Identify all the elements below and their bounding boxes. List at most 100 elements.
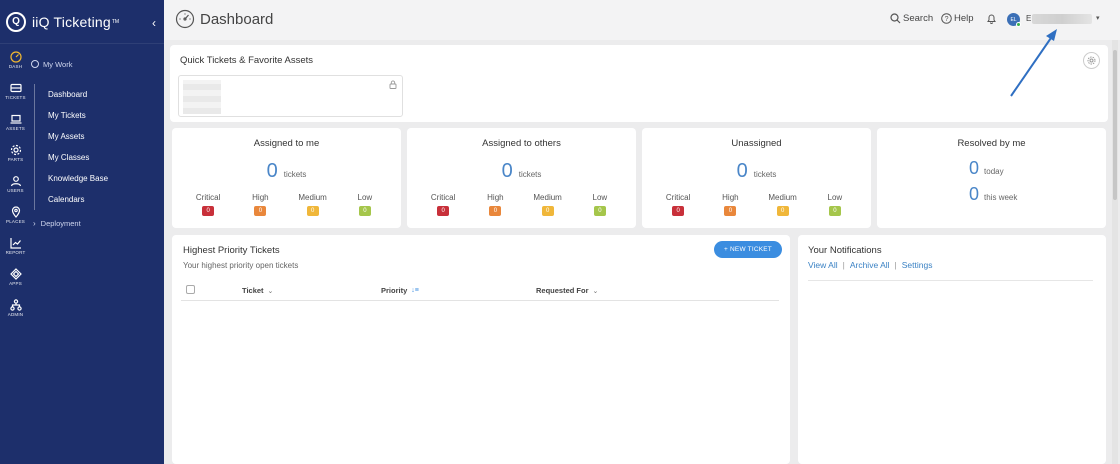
priority-badge: 0: [593, 206, 606, 216]
column-requested-for[interactable]: Requested For ⌄: [536, 286, 598, 295]
archive-all-link[interactable]: Archive All: [849, 260, 890, 270]
page-scrollbar[interactable]: [1112, 40, 1118, 464]
select-all-checkbox[interactable]: [186, 285, 195, 294]
menu-item-dashboard[interactable]: Dashboard: [48, 90, 88, 99]
rail-item-admin[interactable]: ADMIN: [0, 292, 31, 323]
stat-card-assigned-to-me[interactable]: Assigned to me 0 tickets Critical 0 High 0 …: [172, 128, 401, 228]
priority-row: Critical 0 High 0 Medium 0 Low 0: [407, 193, 636, 216]
rail-item-dash[interactable]: DASH: [0, 44, 31, 75]
avatar[interactable]: EL: [1007, 13, 1021, 27]
rail-label-users: USERS: [7, 187, 24, 193]
priority-medium[interactable]: Medium 0: [758, 193, 808, 216]
settings-gear-icon[interactable]: [1083, 52, 1100, 69]
new-ticket-button[interactable]: + NEW TICKET: [714, 241, 782, 258]
priority-badge: 0: [489, 206, 502, 216]
rail-label-assets: ASSETS: [6, 125, 25, 131]
rail-item-tickets[interactable]: TICKETS: [0, 75, 31, 106]
menu-group-deployment-label: Deployment: [40, 219, 81, 228]
rail-label-places: PLACES: [6, 218, 25, 224]
icon-rail: DASH TICKETS ASSETS PARTS USERS PLACES R…: [0, 44, 31, 323]
favorite-asset-tile[interactable]: [178, 75, 403, 117]
priority-badge: 0: [776, 206, 789, 216]
dashboard-icon: [175, 9, 195, 29]
stat-count-unit: tickets: [753, 170, 777, 179]
user-name-redacted[interactable]: [1032, 14, 1092, 24]
table-header: Ticket ⌄ Priority ↓≡ Requested For ⌄: [181, 283, 779, 301]
stat-count: 0 tickets: [407, 160, 636, 183]
priority-badge: 0: [672, 206, 685, 216]
tickets-icon: [9, 83, 22, 92]
column-priority-label: Priority: [381, 286, 408, 295]
resolved-week: 0 this week: [969, 184, 1017, 205]
resolved-today-count: 0: [969, 158, 980, 178]
resolved-today: 0 today: [969, 158, 1004, 179]
menu-item-my-assets[interactable]: My Assets: [48, 132, 85, 141]
chevron-down-icon: ⌄: [592, 287, 599, 295]
priority-high[interactable]: High 0: [705, 193, 755, 216]
rail-item-users[interactable]: USERS: [0, 168, 31, 199]
priority-low[interactable]: Low 0: [810, 193, 860, 216]
menu-item-my-tickets[interactable]: My Tickets: [48, 111, 86, 120]
my-work-icon: [31, 60, 39, 68]
priority-badge: 0: [358, 206, 371, 216]
menu-item-calendars[interactable]: Calendars: [48, 195, 85, 204]
priority-low[interactable]: Low 0: [340, 193, 390, 216]
priority-critical[interactable]: Critical 0: [653, 193, 703, 216]
rail-item-assets[interactable]: ASSETS: [0, 106, 31, 137]
caret-down-icon[interactable]: ▾: [1096, 15, 1100, 22]
column-requested-for-label: Requested For: [536, 286, 589, 295]
rail-label-dash: DASH: [8, 63, 23, 69]
priority-high[interactable]: High 0: [470, 193, 520, 216]
column-priority[interactable]: Priority ↓≡: [381, 286, 419, 295]
search-icon: [890, 13, 901, 24]
bell-icon[interactable]: [986, 13, 997, 24]
rail-item-apps[interactable]: APPS: [0, 261, 31, 292]
priority-critical[interactable]: Critical 0: [183, 193, 233, 216]
collapse-sidebar-icon[interactable]: ‹: [152, 16, 156, 30]
chevron-right-icon: ›: [33, 219, 36, 228]
rail-item-report[interactable]: REPORT: [0, 230, 31, 261]
help-label: Help: [954, 13, 974, 24]
stat-title: Assigned to others: [482, 138, 561, 149]
user-name-initial[interactable]: E: [1026, 14, 1032, 23]
column-ticket[interactable]: Ticket ⌄: [242, 286, 273, 295]
scrollbar-thumb[interactable]: [1113, 50, 1117, 200]
menu-group-deployment[interactable]: › Deployment: [31, 219, 164, 228]
stat-title: Assigned to me: [253, 138, 320, 149]
stat-card-resolved-by-me[interactable]: Resolved by me 0 today 0 this week: [877, 128, 1106, 228]
priority-label: Critical: [195, 193, 221, 202]
gear-icon: [10, 144, 21, 155]
menu-group-my-work[interactable]: My Work: [31, 44, 164, 84]
priority-label: Critical: [665, 193, 691, 202]
menu-item-knowledge-base[interactable]: Knowledge Base: [48, 174, 109, 183]
top-header: Dashboard Search ? Help EL E ▾: [164, 0, 1120, 40]
quick-tickets-card: Quick Tickets & Favorite Assets: [170, 45, 1108, 122]
settings-link[interactable]: Settings: [901, 260, 933, 270]
search-button[interactable]: Search: [890, 13, 933, 24]
priority-critical[interactable]: Critical 0: [418, 193, 468, 216]
priority-medium[interactable]: Medium 0: [288, 193, 338, 216]
priority-label: Low: [357, 193, 373, 202]
rail-item-parts[interactable]: PARTS: [0, 137, 31, 168]
menu-item-my-classes[interactable]: My Classes: [48, 153, 90, 162]
priority-high[interactable]: High 0: [235, 193, 285, 216]
priority-badge: 0: [828, 206, 841, 216]
rail-item-places[interactable]: PLACES: [0, 199, 31, 230]
priority-low[interactable]: Low 0: [575, 193, 625, 216]
brand-name: iiQ Ticketing: [32, 13, 111, 30]
priority-label: High: [722, 193, 739, 202]
apps-icon: [9, 267, 22, 280]
menu-group-label: My Work: [43, 59, 73, 69]
stat-title: Unassigned: [731, 138, 782, 149]
avatar-initials: EL: [1010, 16, 1017, 23]
brand[interactable]: Q iiQ Ticketing TM: [0, 0, 164, 44]
lock-icon[interactable]: [389, 80, 397, 89]
search-label: Search: [903, 13, 934, 24]
stat-card-assigned-to-others[interactable]: Assigned to others 0 tickets Critical 0 Hi…: [407, 128, 636, 228]
resolved-today-label: today: [984, 167, 1004, 176]
stat-card-unassigned[interactable]: Unassigned 0 tickets Critical 0 High 0 Medi…: [642, 128, 871, 228]
sidebar: Q iiQ Ticketing TM ‹ DASH TICKETS ASSETS …: [0, 0, 164, 464]
view-all-link[interactable]: View All: [808, 260, 838, 270]
priority-medium[interactable]: Medium 0: [523, 193, 573, 216]
help-button[interactable]: ? Help: [941, 13, 974, 24]
